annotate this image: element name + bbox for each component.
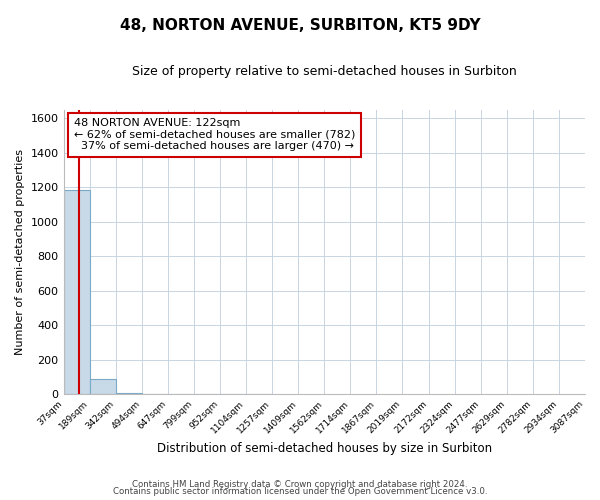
Bar bbox=[89, 378, 116, 394]
Title: Size of property relative to semi-detached houses in Surbiton: Size of property relative to semi-detach… bbox=[132, 65, 517, 78]
Text: 48, NORTON AVENUE, SURBITON, KT5 9DY: 48, NORTON AVENUE, SURBITON, KT5 9DY bbox=[119, 18, 481, 32]
Text: Contains public sector information licensed under the Open Government Licence v3: Contains public sector information licen… bbox=[113, 488, 487, 496]
Bar bbox=[116, 393, 142, 394]
X-axis label: Distribution of semi-detached houses by size in Surbiton: Distribution of semi-detached houses by … bbox=[157, 442, 492, 455]
Y-axis label: Number of semi-detached properties: Number of semi-detached properties bbox=[15, 149, 25, 355]
Text: 48 NORTON AVENUE: 122sqm
← 62% of semi-detached houses are smaller (782)
  37% o: 48 NORTON AVENUE: 122sqm ← 62% of semi-d… bbox=[74, 118, 355, 152]
Bar bbox=[64, 190, 89, 394]
Text: Contains HM Land Registry data © Crown copyright and database right 2024.: Contains HM Land Registry data © Crown c… bbox=[132, 480, 468, 489]
